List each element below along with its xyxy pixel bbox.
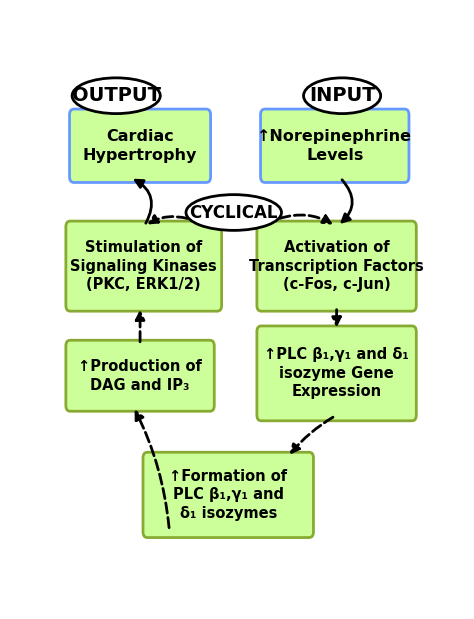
FancyBboxPatch shape — [66, 221, 222, 311]
Text: OUTPUT: OUTPUT — [72, 86, 161, 105]
Text: Activation of
Transcription Factors
(c-Fos, c-Jun): Activation of Transcription Factors (c-F… — [249, 240, 424, 292]
FancyBboxPatch shape — [257, 326, 416, 421]
FancyBboxPatch shape — [143, 452, 313, 537]
Text: CYCLICAL: CYCLICAL — [190, 204, 278, 222]
Text: ↑Norepinephrine
Levels: ↑Norepinephrine Levels — [257, 129, 412, 163]
Text: ↑Production of
DAG and IP₃: ↑Production of DAG and IP₃ — [78, 359, 202, 392]
Ellipse shape — [303, 78, 381, 114]
Text: ↑Formation of
PLC β₁,γ₁ and
δ₁ isozymes: ↑Formation of PLC β₁,γ₁ and δ₁ isozymes — [169, 469, 287, 521]
Text: Cardiac
Hypertrophy: Cardiac Hypertrophy — [83, 129, 197, 163]
FancyBboxPatch shape — [70, 109, 210, 183]
Text: Stimulation of
Signaling Kinases
(PKC, ERK1/2): Stimulation of Signaling Kinases (PKC, E… — [70, 240, 217, 292]
FancyBboxPatch shape — [261, 109, 409, 183]
Ellipse shape — [186, 194, 282, 230]
FancyBboxPatch shape — [66, 340, 214, 411]
FancyBboxPatch shape — [257, 221, 416, 311]
Text: ↑PLC β₁,γ₁ and δ₁
isozyme Gene
Expression: ↑PLC β₁,γ₁ and δ₁ isozyme Gene Expressio… — [264, 347, 409, 399]
Ellipse shape — [72, 78, 160, 114]
Text: INPUT: INPUT — [309, 86, 375, 105]
